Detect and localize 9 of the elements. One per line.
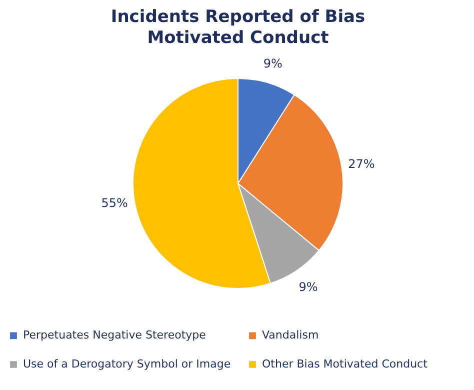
legend-label: Use of a Derogatory Symbol or Image bbox=[23, 358, 231, 370]
legend-label: Other Bias Motivated Conduct bbox=[262, 358, 428, 370]
data-label: 9% bbox=[263, 56, 282, 70]
data-label: 9% bbox=[298, 280, 318, 294]
legend-label: Perpetuates Negative Stereotype bbox=[23, 328, 206, 342]
data-label: 55% bbox=[101, 196, 128, 210]
legend-label: Vandalism bbox=[262, 328, 319, 342]
data-label: 27% bbox=[348, 156, 375, 171]
chart-title: Incidents Reported of Bias Motivated Conduct bbox=[110, 7, 366, 48]
